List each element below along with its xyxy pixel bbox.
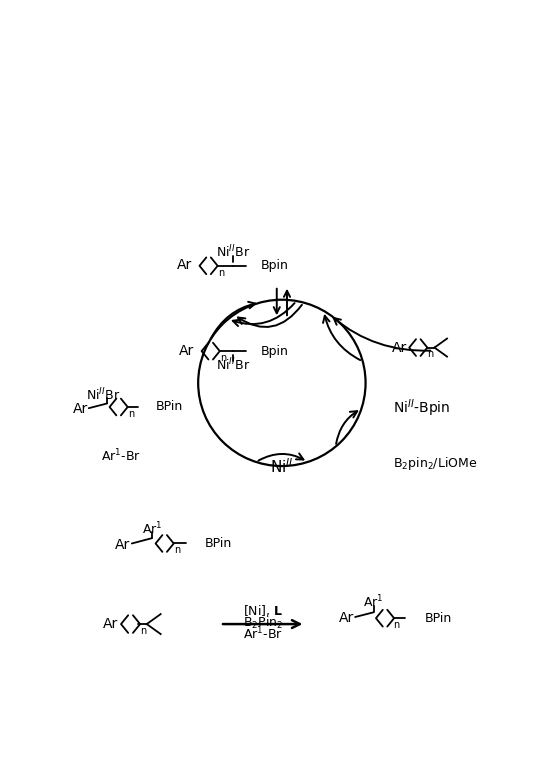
Text: Ni$^{II}$Br: Ni$^{II}$Br	[216, 244, 250, 261]
Text: Ar: Ar	[339, 611, 354, 625]
Text: n: n	[220, 352, 226, 363]
Text: Ar: Ar	[179, 344, 195, 358]
Text: Ar: Ar	[73, 403, 88, 416]
Text: BPin: BPin	[425, 612, 452, 625]
Text: Ar: Ar	[392, 341, 408, 354]
Text: n: n	[174, 545, 181, 555]
Text: n: n	[394, 620, 400, 630]
Text: Bpin: Bpin	[261, 259, 288, 272]
Text: Ni$^{II}$-Bpin: Ni$^{II}$-Bpin	[393, 397, 450, 419]
Text: Ni$^{II}$: Ni$^{II}$	[270, 457, 294, 476]
Text: Ar$^1$: Ar$^1$	[141, 520, 162, 537]
Text: Ar$^1$-Br: Ar$^1$-Br	[243, 626, 283, 643]
Text: Ar: Ar	[116, 538, 130, 552]
Text: Ar$^1$: Ar$^1$	[363, 594, 384, 610]
Text: BPin: BPin	[205, 537, 233, 550]
Text: Ni$^{II}$Br: Ni$^{II}$Br	[86, 387, 120, 403]
Text: n: n	[128, 409, 134, 419]
Text: n: n	[218, 268, 224, 278]
Text: Ni$^{II}$Br: Ni$^{II}$Br	[216, 357, 250, 374]
Text: B$_2$Pin$_2$: B$_2$Pin$_2$	[243, 615, 283, 631]
Text: B$_2$pin$_2$/LiOMe: B$_2$pin$_2$/LiOMe	[393, 455, 477, 472]
Text: BPin: BPin	[156, 400, 183, 413]
Text: n: n	[140, 626, 146, 636]
Text: n: n	[427, 349, 433, 359]
Text: Bpin: Bpin	[261, 345, 288, 358]
Text: Ar$^1$-Br: Ar$^1$-Br	[101, 448, 141, 465]
Text: [Ni], $\mathbf{L}$: [Ni], $\mathbf{L}$	[243, 603, 283, 618]
Text: Ar: Ar	[102, 617, 118, 631]
Text: Ar: Ar	[177, 258, 192, 272]
